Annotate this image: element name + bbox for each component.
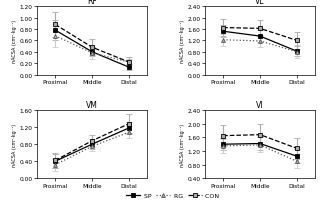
- Title: VL: VL: [255, 0, 265, 6]
- Title: RF: RF: [87, 0, 97, 6]
- Y-axis label: nACSA (cm²·kg⁻¹): nACSA (cm²·kg⁻¹): [12, 123, 17, 166]
- Y-axis label: nACSA (cm²·kg⁻¹): nACSA (cm²·kg⁻¹): [12, 20, 17, 63]
- Y-axis label: nACSA (cm²·kg⁻¹): nACSA (cm²·kg⁻¹): [180, 123, 185, 166]
- Legend:  SP,  RG,  CON: SP, RG, CON: [124, 191, 222, 201]
- Y-axis label: nACSA (cm²·kg⁻¹): nACSA (cm²·kg⁻¹): [180, 20, 185, 63]
- Title: VI: VI: [256, 100, 264, 109]
- Title: VM: VM: [86, 100, 98, 109]
